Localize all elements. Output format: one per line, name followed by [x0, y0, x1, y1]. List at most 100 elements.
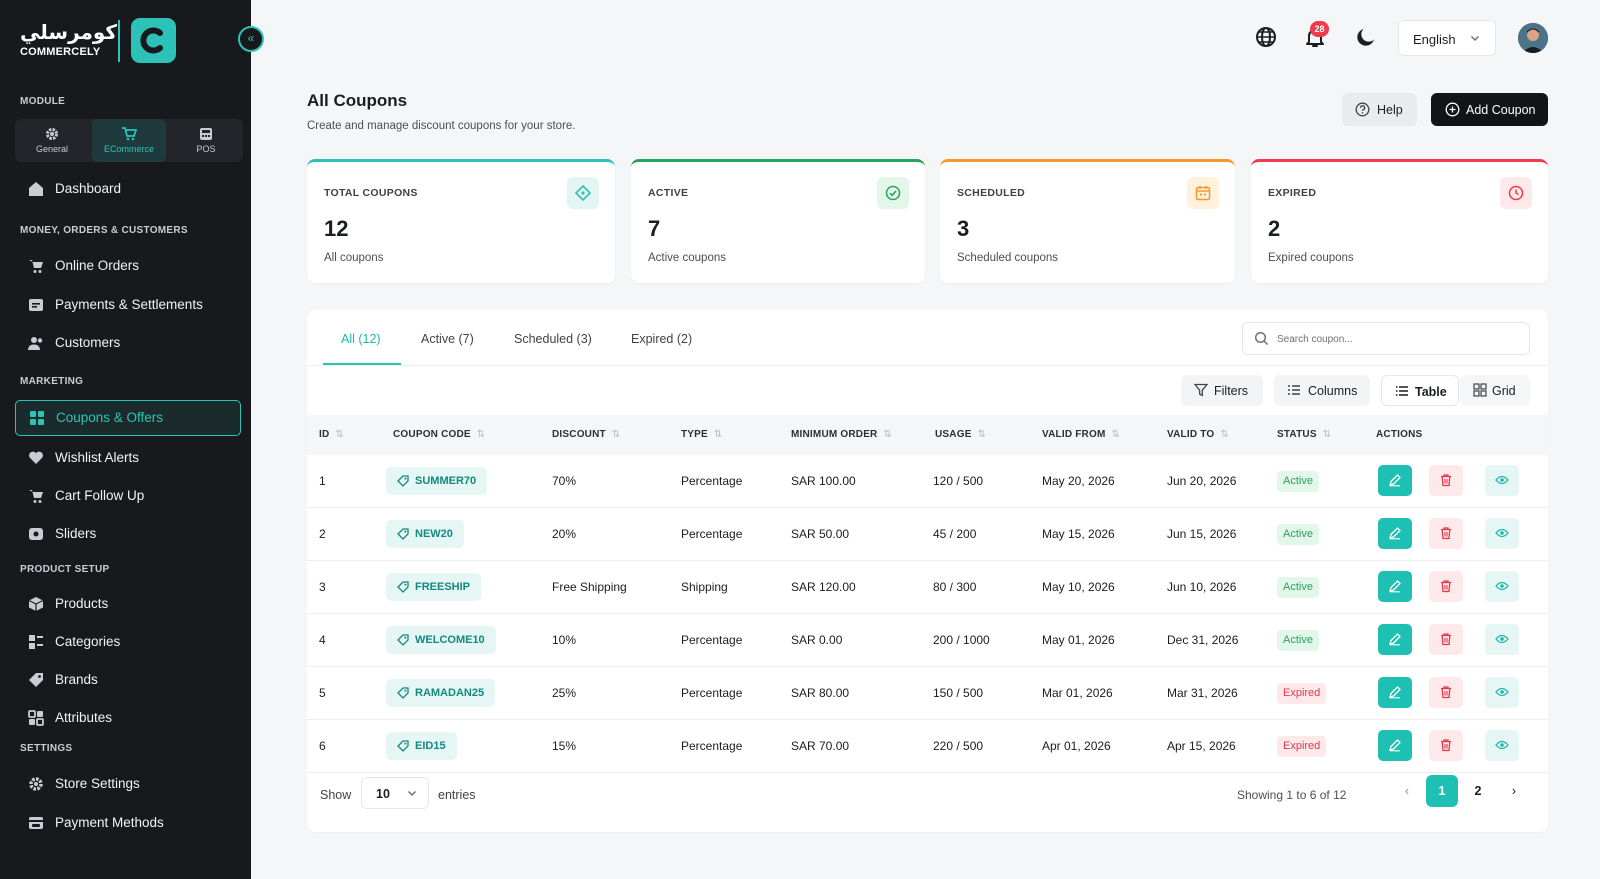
view-button[interactable]	[1485, 571, 1519, 602]
sidebar-item-online-orders[interactable]: Online Orders	[15, 249, 241, 283]
pagination-page-2[interactable]: 2	[1474, 784, 1482, 798]
coupon-code-chip[interactable]: RAMADAN25	[386, 679, 496, 707]
sidebar-item-label: Dashboard	[55, 181, 122, 196]
entries-per-page-select[interactable]: 10	[361, 777, 429, 809]
delete-button[interactable]	[1429, 571, 1463, 602]
sidebar-item-label: Store Settings	[55, 776, 140, 791]
sidebar-item-coupons[interactable]: Coupons & Offers	[15, 400, 241, 436]
edit-button[interactable]	[1378, 518, 1412, 549]
sidebar-item-store-settings[interactable]: Store Settings	[15, 767, 241, 801]
sidebar-item-brands[interactable]: Brands	[15, 663, 241, 697]
column-header-status[interactable]: STATUS ⇅	[1277, 429, 1331, 440]
cell-discount: 20%	[552, 527, 577, 541]
globe-icon[interactable]	[1254, 25, 1278, 49]
view-button[interactable]	[1485, 465, 1519, 496]
edit-button[interactable]	[1378, 624, 1412, 655]
cart-icon	[29, 490, 43, 503]
column-header-valid-to[interactable]: VALID TO ⇅	[1167, 429, 1229, 440]
cell-valid-to: Jun 10, 2026	[1167, 580, 1237, 594]
coupon-code-chip[interactable]: SUMMER70	[386, 467, 488, 495]
sidebar-item-products[interactable]: Products	[15, 587, 241, 621]
sidebar-item-categories[interactable]: Categories	[15, 625, 241, 659]
pencil-icon	[1389, 633, 1401, 646]
collapse-sidebar-button[interactable]: «	[238, 26, 264, 52]
delete-button[interactable]	[1429, 677, 1463, 708]
coupon-code-chip[interactable]: NEW20	[386, 520, 464, 548]
view-button[interactable]	[1485, 730, 1519, 761]
cell-minimum-order: SAR 80.00	[791, 686, 850, 700]
delete-button[interactable]	[1429, 518, 1463, 549]
cell-discount: 25%	[552, 686, 577, 700]
help-button[interactable]: Help	[1342, 93, 1417, 126]
slider-image-icon	[29, 528, 43, 540]
column-header-type[interactable]: TYPE ⇅	[681, 429, 723, 440]
eye-icon	[1495, 581, 1509, 591]
column-header-code[interactable]: COUPON CODE ⇅	[393, 429, 485, 440]
sidebar-item-payments[interactable]: Payments & Settlements	[15, 288, 241, 322]
eye-icon	[1495, 634, 1509, 644]
delete-button[interactable]	[1429, 624, 1463, 655]
clock-icon	[1500, 177, 1532, 209]
column-header-minimum-order[interactable]: MINIMUM ORDER ⇅	[791, 429, 892, 440]
view-button[interactable]	[1485, 624, 1519, 655]
table-view-button[interactable]: Table	[1381, 375, 1459, 406]
stat-value: 7	[648, 216, 661, 241]
sidebar-item-cart-follow-up[interactable]: Cart Follow Up	[15, 479, 241, 513]
column-header-label: TYPE	[681, 429, 708, 440]
view-button[interactable]	[1485, 518, 1519, 549]
columns-button[interactable]: Columns	[1274, 375, 1370, 406]
delete-button[interactable]	[1429, 730, 1463, 761]
column-header-usage[interactable]: USAGE ⇅	[935, 429, 986, 440]
brand-english-name: COMMERCELY	[20, 46, 101, 58]
cell-minimum-order: SAR 120.00	[791, 580, 856, 594]
pagination-prev-button[interactable]: ‹	[1404, 784, 1410, 798]
sidebar-item-label: Attributes	[55, 710, 113, 725]
filters-label: Filters	[1214, 384, 1249, 398]
view-button[interactable]	[1485, 677, 1519, 708]
edit-button[interactable]	[1378, 730, 1412, 761]
table-row: 5 RAMADAN25 25% Percentage SAR 80.00 150 / 50…	[307, 667, 1548, 720]
module-ecommerce[interactable]: ECommerce	[92, 119, 166, 162]
brand-logo[interactable]: كومرسلي COMMERCELY	[18, 18, 178, 64]
edit-button[interactable]	[1378, 465, 1412, 496]
sidebar-item-sliders[interactable]: Sliders	[15, 517, 241, 551]
delete-button[interactable]	[1429, 465, 1463, 496]
pagination-page-1[interactable]: 1	[1426, 775, 1458, 807]
sidebar-item-payment-methods[interactable]: Payment Methods	[15, 806, 241, 840]
tab-expired[interactable]: Expired (2)	[631, 332, 693, 346]
sidebar-item-label: Products	[55, 596, 109, 611]
grid-view-icon	[1473, 383, 1487, 397]
sidebar-item-customers[interactable]: Customers	[15, 326, 241, 360]
tab-scheduled[interactable]: Scheduled (3)	[514, 332, 592, 346]
sidebar-item-label: Wishlist Alerts	[55, 450, 140, 465]
section-label-marketing: MARKETING	[20, 376, 84, 387]
grid-view-button[interactable]: Grid	[1460, 375, 1530, 406]
tab-active[interactable]: Active (7)	[421, 332, 474, 346]
tab-all[interactable]: All (12)	[341, 332, 381, 346]
coupon-code-chip[interactable]: WELCOME10	[386, 626, 496, 654]
filters-button[interactable]: Filters	[1181, 375, 1263, 406]
add-coupon-button[interactable]: Add Coupon	[1431, 93, 1548, 126]
module-general[interactable]: General	[15, 119, 89, 162]
cell-usage: 45 / 200	[933, 527, 977, 541]
column-header-valid-from[interactable]: VALID FROM ⇅	[1042, 429, 1120, 440]
column-header-id[interactable]: ID ⇅	[319, 429, 344, 440]
user-avatar[interactable]	[1518, 23, 1548, 53]
module-pos[interactable]: POS	[169, 119, 243, 162]
sidebar-item-attributes[interactable]: Attributes	[15, 701, 241, 735]
coupon-code-chip[interactable]: EID15	[386, 732, 457, 760]
search-input[interactable]	[1277, 330, 1517, 348]
language-select[interactable]: English	[1398, 20, 1496, 56]
coupon-code-chip[interactable]: FREESHIP	[386, 573, 482, 601]
sidebar-item-wishlist[interactable]: Wishlist Alerts	[15, 441, 241, 475]
column-header-discount[interactable]: DISCOUNT ⇅	[552, 429, 620, 440]
eye-icon	[1495, 687, 1509, 697]
edit-button[interactable]	[1378, 571, 1412, 602]
pagination-next-button[interactable]: ›	[1511, 784, 1517, 798]
edit-button[interactable]	[1378, 677, 1412, 708]
eye-icon	[1495, 475, 1509, 485]
column-header-label: USAGE	[935, 429, 972, 440]
moon-icon[interactable]	[1354, 25, 1378, 49]
sidebar-item-dashboard[interactable]: Dashboard	[15, 172, 241, 206]
pencil-icon	[1389, 686, 1401, 699]
